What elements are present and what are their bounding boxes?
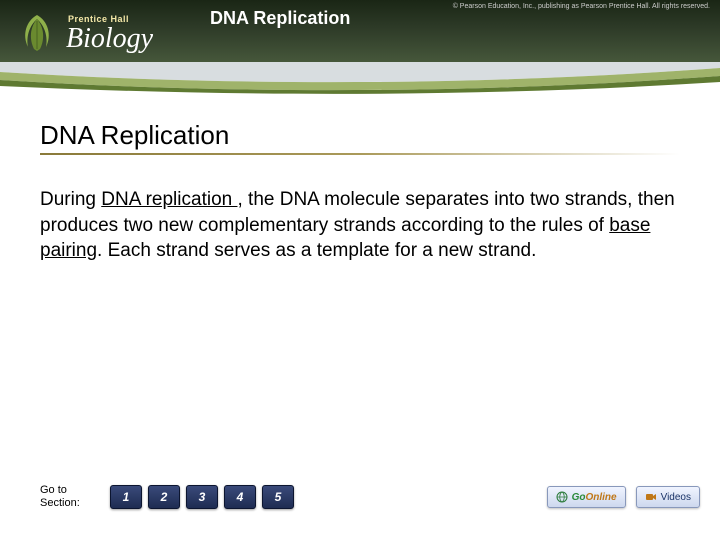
section-button-2[interactable]: 2 bbox=[148, 485, 180, 509]
logo-area: Prentice Hall Biology bbox=[0, 0, 190, 68]
copyright-text: © Pearson Education, Inc., publishing as… bbox=[453, 3, 710, 10]
body-paragraph: During DNA replication , the DNA molecul… bbox=[40, 187, 680, 264]
videos-label: Videos bbox=[661, 492, 691, 503]
leaf-icon bbox=[14, 11, 60, 57]
globe-icon bbox=[556, 491, 568, 503]
section-button-3[interactable]: 3 bbox=[186, 485, 218, 509]
link-dna-replication[interactable]: DNA replication bbox=[101, 189, 237, 210]
header-bar: Prentice Hall Biology DNA Replication © … bbox=[0, 0, 720, 68]
slide-title: DNA Replication bbox=[40, 120, 680, 151]
body-text-prefix: During bbox=[40, 189, 101, 210]
videos-button[interactable]: Videos bbox=[636, 486, 700, 508]
footer-bar: Go to Section: 1 2 3 4 5 GoOnline Videos bbox=[40, 480, 700, 514]
header-slide-topic: DNA Replication bbox=[210, 8, 350, 29]
section-buttons: 1 2 3 4 5 bbox=[110, 485, 294, 509]
goto-label: Go to Section: bbox=[40, 484, 104, 510]
body-text-suffix: . Each strand serves as a template for a… bbox=[97, 240, 536, 261]
video-icon bbox=[645, 491, 657, 503]
section-button-5[interactable]: 5 bbox=[262, 485, 294, 509]
brand-name: Biology bbox=[66, 25, 153, 53]
go-online-button[interactable]: GoOnline bbox=[547, 486, 626, 508]
section-button-1[interactable]: 1 bbox=[110, 485, 142, 509]
content-area: DNA Replication During DNA replication ,… bbox=[40, 120, 680, 264]
brand-text: Prentice Hall Biology bbox=[66, 15, 153, 53]
swoosh-divider bbox=[0, 62, 720, 98]
go-online-label: GoOnline bbox=[572, 492, 617, 503]
external-buttons: GoOnline Videos bbox=[547, 486, 700, 508]
section-button-4[interactable]: 4 bbox=[224, 485, 256, 509]
